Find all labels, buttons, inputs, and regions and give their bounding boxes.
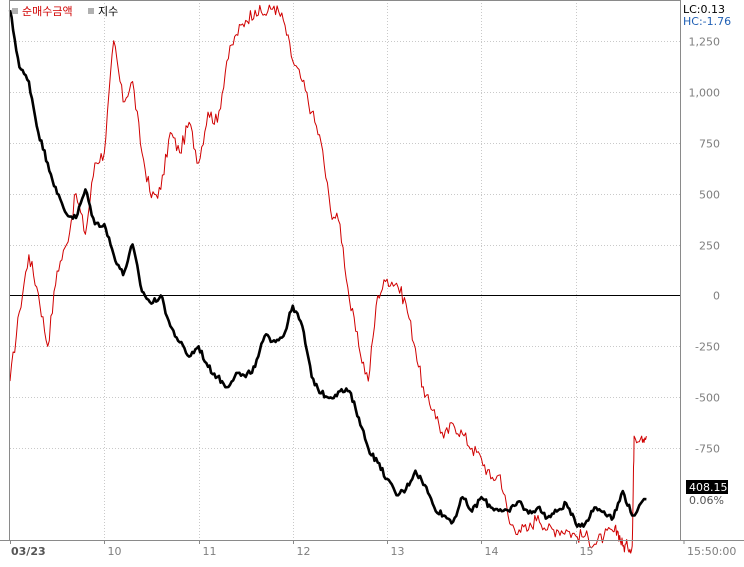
current-value-bg <box>686 480 728 494</box>
x-tick-label: 12 <box>297 545 311 558</box>
y-tick-label: 1,250 <box>689 36 721 49</box>
y-tick-label: 750 <box>699 138 720 151</box>
x-tick-label: 10 <box>108 545 122 558</box>
y-axis: 1,250 1,000 750 500 250 0 -250 -500 -750 <box>689 36 721 456</box>
series-layer <box>8 4 647 554</box>
y-tick-label: -750 <box>695 443 720 456</box>
x-tick-label: 03/23 <box>11 545 46 558</box>
x-tick-label: 14 <box>485 545 499 558</box>
hc-label: HC:-1.76 <box>683 15 731 28</box>
lc-label: LC:0.13 <box>683 3 725 16</box>
y-tick-label: 500 <box>699 189 720 202</box>
y-tick-label: 250 <box>699 240 720 253</box>
legend-label-net-buy: 순매수금액 <box>22 5 73 18</box>
net-buy-line <box>9 4 647 554</box>
x-tick-label: 13 <box>391 545 405 558</box>
y-tick-label: 0 <box>713 290 720 303</box>
current-value: 408.15 <box>689 481 728 494</box>
legend-marker-index <box>88 8 94 14</box>
legend-label-index: 지수 <box>98 5 118 18</box>
x-tick-label: 15 <box>580 545 594 558</box>
y-tick-label: -250 <box>695 341 720 354</box>
x-tick-label: 15:50:00 <box>687 545 736 558</box>
x-tick-label: 11 <box>203 545 217 558</box>
index-line <box>8 9 647 528</box>
x-axis: 03/23 10 11 12 13 14 15 15:50:00 <box>10 540 736 558</box>
legend-marker-net-buy <box>12 8 18 14</box>
current-change: 0.06% <box>689 494 724 507</box>
y-tick-label: 1,000 <box>689 87 721 100</box>
y-tick-label: -500 <box>695 392 720 405</box>
current-value-badge: 408.15 0.06% <box>686 480 728 507</box>
grid <box>10 0 680 540</box>
legend: 순매수금액 지수 <box>12 5 118 18</box>
